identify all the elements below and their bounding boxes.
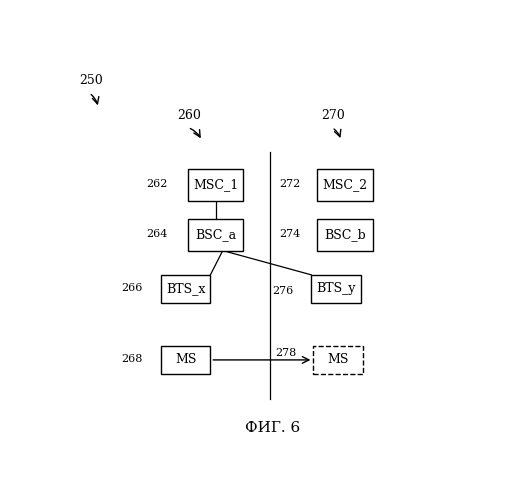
Text: 278: 278 <box>275 348 296 358</box>
FancyBboxPatch shape <box>161 346 210 374</box>
Text: 274: 274 <box>279 229 300 239</box>
FancyBboxPatch shape <box>311 275 361 302</box>
Text: MS: MS <box>327 354 349 366</box>
Text: ФИГ. 6: ФИГ. 6 <box>244 420 300 434</box>
Text: 260: 260 <box>177 108 201 122</box>
Text: BTS_y: BTS_y <box>316 282 356 295</box>
FancyBboxPatch shape <box>188 169 243 200</box>
Text: 264: 264 <box>146 229 167 239</box>
FancyBboxPatch shape <box>161 275 210 302</box>
Text: 268: 268 <box>121 354 142 364</box>
FancyBboxPatch shape <box>318 169 373 200</box>
Text: BSC_a: BSC_a <box>195 228 236 241</box>
Text: BSC_b: BSC_b <box>324 228 366 241</box>
Text: BTS_x: BTS_x <box>166 282 205 295</box>
Text: 276: 276 <box>273 286 294 296</box>
Text: MSC_2: MSC_2 <box>323 178 368 191</box>
Text: 262: 262 <box>146 179 167 189</box>
Text: 250: 250 <box>79 74 102 87</box>
Text: 270: 270 <box>322 108 345 122</box>
Text: 272: 272 <box>279 179 300 189</box>
Text: 266: 266 <box>121 283 142 293</box>
FancyBboxPatch shape <box>188 219 243 250</box>
FancyBboxPatch shape <box>318 219 373 250</box>
Text: MSC_1: MSC_1 <box>193 178 238 191</box>
FancyBboxPatch shape <box>313 346 363 374</box>
Text: MS: MS <box>175 354 196 366</box>
